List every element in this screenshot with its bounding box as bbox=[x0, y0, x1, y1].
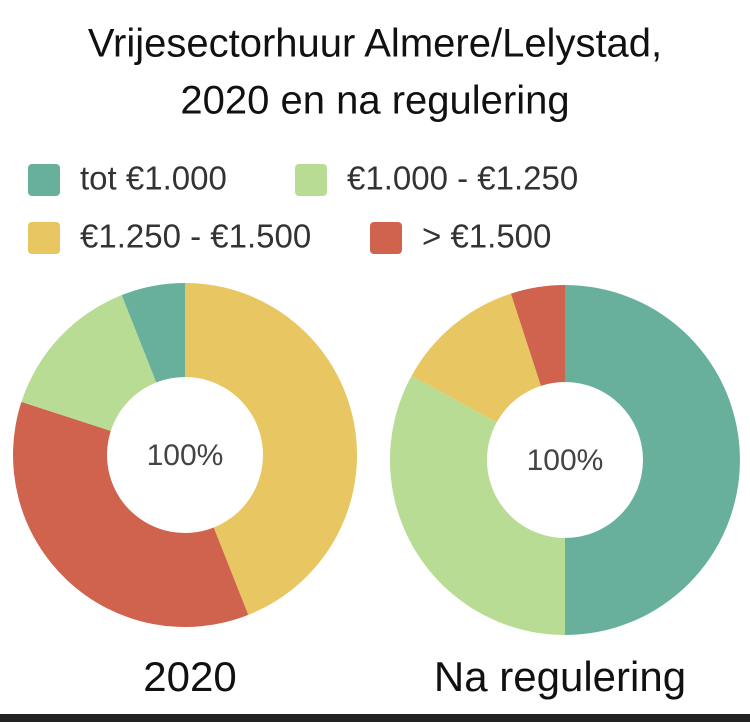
donut-segment bbox=[390, 375, 565, 635]
legend-swatch bbox=[28, 222, 60, 254]
donut-segment bbox=[21, 295, 157, 431]
legend-swatch bbox=[295, 164, 327, 196]
chart-label: 2020 bbox=[143, 653, 236, 700]
title-line: 2020 en na regulering bbox=[180, 79, 569, 123]
legend-swatch bbox=[370, 222, 402, 254]
legend-label: > €1.500 bbox=[422, 218, 551, 255]
legend-label: €1.250 - €1.500 bbox=[80, 218, 311, 255]
title-line: Vrijesectorhuur Almere/Lelystad, bbox=[88, 22, 662, 66]
legend-label: €1.000 - €1.250 bbox=[347, 160, 578, 197]
center-label: 100% bbox=[527, 444, 604, 477]
donut-segment bbox=[185, 283, 358, 615]
donut-segment bbox=[12, 401, 249, 627]
center-label: 100% bbox=[147, 439, 224, 472]
donut-segment bbox=[411, 293, 541, 423]
bottom-border bbox=[0, 714, 750, 722]
donut-segment bbox=[565, 285, 740, 635]
chart-label: Na regulering bbox=[434, 653, 686, 700]
legend-label: tot €1.000 bbox=[80, 160, 227, 197]
donut-segment bbox=[510, 285, 565, 386]
legend-swatch bbox=[28, 164, 60, 196]
donut-segment bbox=[121, 283, 185, 383]
